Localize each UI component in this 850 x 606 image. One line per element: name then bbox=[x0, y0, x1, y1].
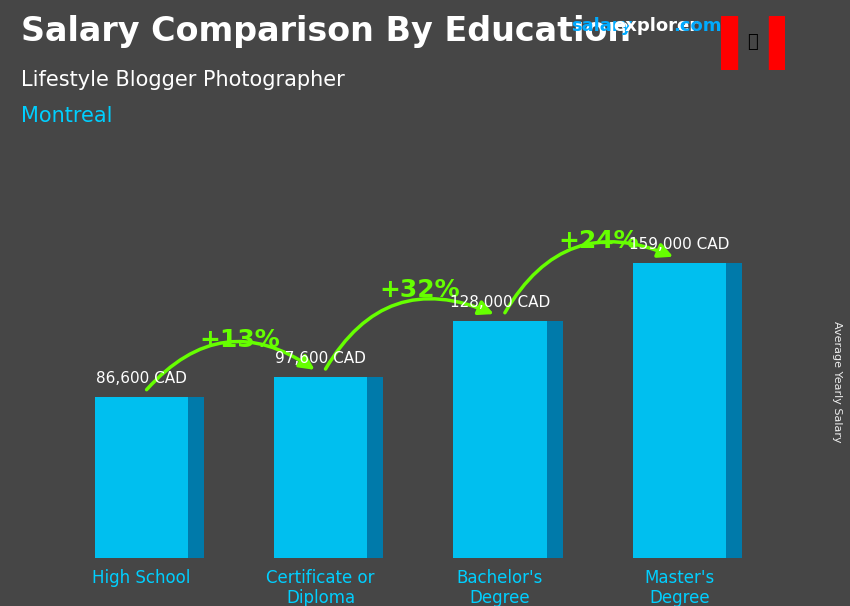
Bar bbox=[453, 321, 547, 558]
Text: .com: .com bbox=[673, 17, 722, 35]
Text: Average Yearly Salary: Average Yearly Salary bbox=[832, 321, 842, 442]
Bar bbox=[632, 264, 726, 558]
Text: 97,600 CAD: 97,600 CAD bbox=[275, 351, 366, 366]
Polygon shape bbox=[768, 16, 785, 70]
Text: Montreal: Montreal bbox=[21, 106, 113, 126]
Bar bbox=[274, 377, 367, 558]
Text: +32%: +32% bbox=[379, 278, 460, 302]
Polygon shape bbox=[721, 16, 737, 70]
Text: Lifestyle Blogger Photographer: Lifestyle Blogger Photographer bbox=[21, 70, 345, 90]
Polygon shape bbox=[726, 264, 742, 558]
Bar bbox=[94, 398, 188, 558]
Text: 🍁: 🍁 bbox=[747, 33, 758, 51]
Polygon shape bbox=[367, 377, 383, 558]
Text: Salary Comparison By Education: Salary Comparison By Education bbox=[21, 15, 632, 48]
Text: +13%: +13% bbox=[200, 328, 280, 351]
Text: 128,000 CAD: 128,000 CAD bbox=[450, 295, 550, 310]
Text: 159,000 CAD: 159,000 CAD bbox=[629, 238, 729, 252]
Text: explorer: explorer bbox=[614, 17, 699, 35]
Text: 86,600 CAD: 86,600 CAD bbox=[96, 371, 187, 386]
Text: salary: salary bbox=[571, 17, 632, 35]
Text: +24%: +24% bbox=[558, 229, 639, 253]
Polygon shape bbox=[547, 321, 563, 558]
Polygon shape bbox=[188, 398, 204, 558]
